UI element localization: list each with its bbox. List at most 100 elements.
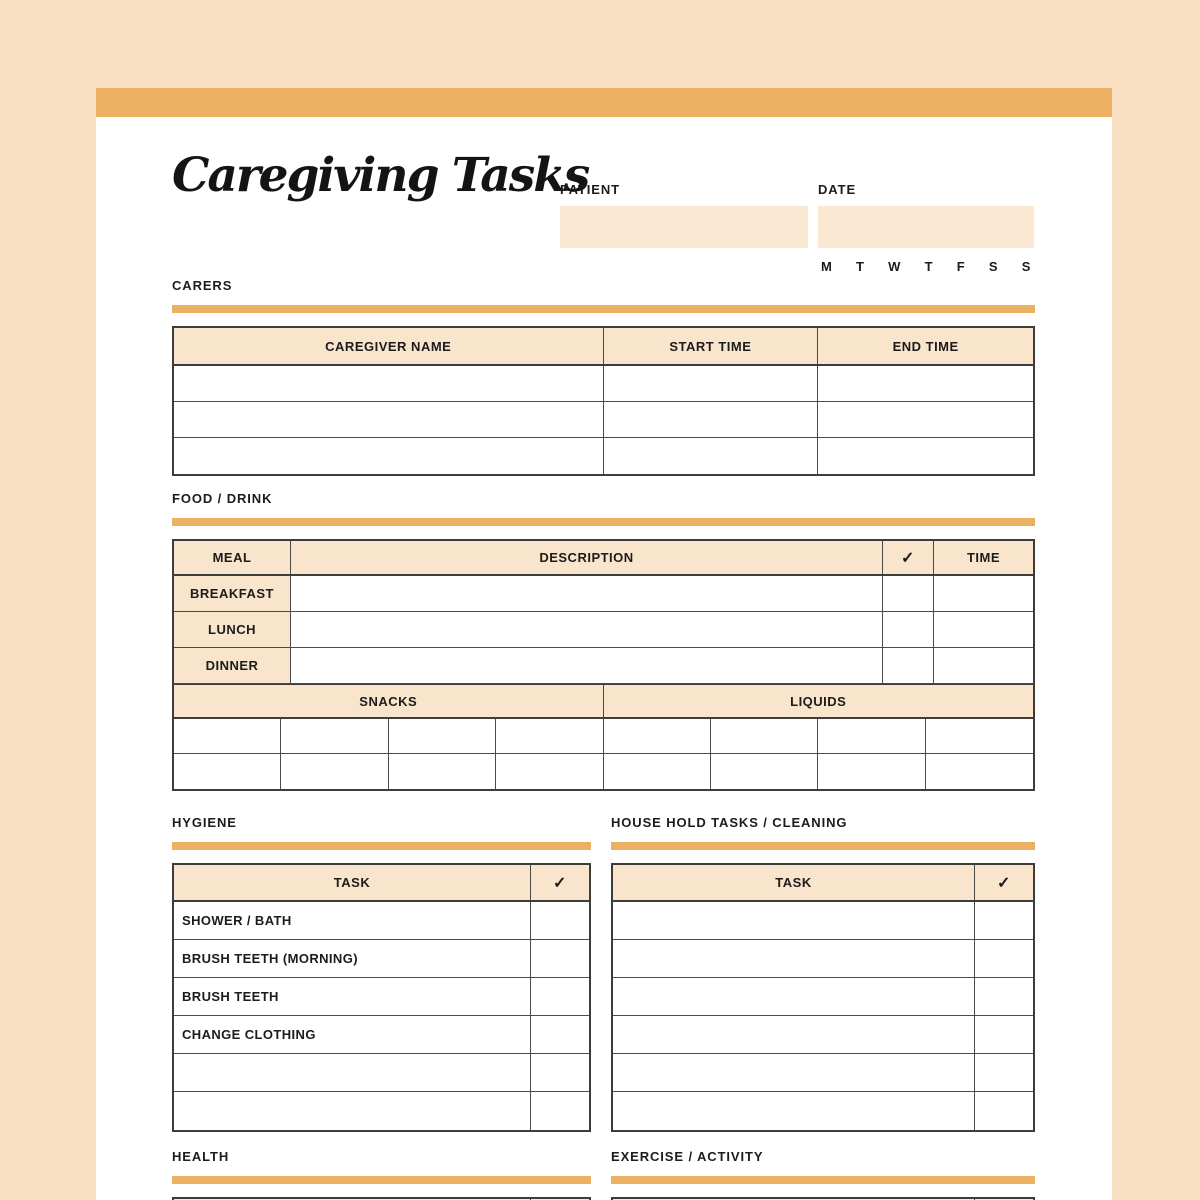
liquid-cell[interactable] — [926, 754, 1033, 789]
end-time-cell[interactable] — [818, 366, 1033, 401]
column-header-task: TASK — [613, 865, 975, 900]
section-divider — [172, 305, 1035, 313]
liquid-cell[interactable] — [711, 754, 819, 789]
start-time-cell[interactable] — [604, 402, 819, 437]
checkbox-cell[interactable] — [975, 902, 1033, 939]
time-cell[interactable] — [934, 612, 1033, 647]
weekday-sunday[interactable]: S — [1021, 259, 1031, 274]
checkbox-cell[interactable] — [883, 648, 934, 683]
description-cell[interactable] — [291, 648, 883, 683]
task-label: BRUSH TEETH (MORNING) — [174, 940, 531, 977]
task-input-cell[interactable] — [613, 1016, 975, 1053]
checkbox-cell[interactable] — [531, 940, 589, 977]
caregiver-name-cell[interactable] — [174, 366, 604, 401]
liquid-cell[interactable] — [711, 719, 819, 753]
time-cell[interactable] — [934, 576, 1033, 611]
section-divider — [172, 1176, 591, 1184]
start-time-cell[interactable] — [604, 438, 819, 474]
task-label: CHANGE CLOTHING — [174, 1016, 531, 1053]
task-row — [613, 902, 1033, 940]
task-input-cell[interactable] — [613, 940, 975, 977]
snack-cell[interactable] — [496, 754, 604, 789]
description-cell[interactable] — [291, 612, 883, 647]
snack-cell[interactable] — [389, 719, 497, 753]
liquid-cell[interactable] — [604, 754, 711, 789]
snacks-liquids-row — [174, 719, 1033, 754]
snacks-header: SNACKS — [174, 685, 604, 717]
document-header: Caregiving Tasks PATIENT DATE M T W T F … — [172, 117, 1035, 279]
column-header-task: TASK — [174, 865, 531, 900]
checkbox-cell[interactable] — [975, 1054, 1033, 1091]
bottom-two-column-section: HEALTH TASK ✓ — [172, 1150, 1035, 1200]
task-row — [613, 1054, 1033, 1092]
liquid-cell[interactable] — [926, 719, 1033, 753]
snack-cell[interactable] — [281, 754, 389, 789]
liquid-cell[interactable] — [818, 719, 926, 753]
time-cell[interactable] — [934, 648, 1033, 683]
task-label: BRUSH TEETH — [174, 978, 531, 1015]
snack-cell[interactable] — [389, 754, 497, 789]
date-field: DATE M T W T F S S — [818, 182, 1034, 274]
checkbox-cell[interactable] — [975, 1016, 1033, 1053]
checkbox-cell[interactable] — [531, 902, 589, 939]
section-label-exercise: EXERCISE / ACTIVITY — [611, 1149, 764, 1164]
section-label-carers: CARERS — [172, 278, 233, 293]
weekday-wednesday[interactable]: W — [888, 259, 901, 274]
exercise-column: EXERCISE / ACTIVITY ACTIVITY ✓ — [611, 1150, 1035, 1200]
patient-input[interactable] — [560, 206, 808, 248]
task-input-cell[interactable] — [174, 1092, 531, 1130]
checkbox-cell[interactable] — [975, 978, 1033, 1015]
section-label-health: HEALTH — [172, 1149, 230, 1164]
weekday-thursday[interactable]: T — [924, 259, 934, 274]
task-label: SHOWER / BATH — [174, 902, 531, 939]
snack-cell[interactable] — [496, 719, 604, 753]
snack-cell[interactable] — [174, 754, 282, 789]
food-drink-table: MEAL DESCRIPTION ✓ TIME BREAKFAST LUNCH … — [172, 539, 1035, 791]
snack-cell[interactable] — [174, 719, 282, 753]
task-row: BRUSH TEETH (MORNING) — [174, 940, 589, 978]
liquid-cell[interactable] — [604, 719, 711, 753]
task-row — [613, 1016, 1033, 1054]
task-row: CHANGE CLOTHING — [174, 1016, 589, 1054]
weekday-friday[interactable]: F — [956, 259, 966, 274]
weekday-row: M T W T F S S — [818, 259, 1034, 274]
checkbox-cell[interactable] — [975, 1092, 1033, 1130]
task-input-cell[interactable] — [613, 1054, 975, 1091]
health-column: HEALTH TASK ✓ — [172, 1150, 591, 1200]
meal-row-dinner: DINNER — [174, 648, 1033, 684]
weekday-saturday[interactable]: S — [988, 259, 999, 274]
column-header-end-time: END TIME — [892, 338, 959, 354]
caregiver-name-cell[interactable] — [174, 402, 604, 437]
checkbox-cell[interactable] — [531, 1092, 589, 1130]
date-input[interactable] — [818, 206, 1034, 248]
checkbox-cell[interactable] — [531, 1054, 589, 1091]
checkbox-cell[interactable] — [883, 576, 934, 611]
weekday-monday[interactable]: M — [821, 259, 833, 274]
task-input-cell[interactable] — [613, 902, 975, 939]
weekday-tuesday[interactable]: T — [856, 259, 865, 274]
hygiene-table: TASK ✓ SHOWER / BATH BRUSH TEETH (MORNIN… — [172, 863, 591, 1132]
checkbox-cell[interactable] — [883, 612, 934, 647]
snack-cell[interactable] — [281, 719, 389, 753]
task-input-cell[interactable] — [613, 1092, 975, 1130]
task-row — [174, 1054, 589, 1092]
description-cell[interactable] — [291, 576, 883, 611]
end-time-cell[interactable] — [818, 402, 1033, 437]
checkbox-cell[interactable] — [531, 1016, 589, 1053]
task-row: SHOWER / BATH — [174, 902, 589, 940]
table-row — [174, 438, 1033, 474]
task-row — [613, 940, 1033, 978]
task-input-cell[interactable] — [613, 978, 975, 1015]
liquid-cell[interactable] — [818, 754, 926, 789]
table-header-row: MEAL DESCRIPTION ✓ TIME — [174, 541, 1033, 576]
column-header-caregiver-name: CAREGIVER NAME — [174, 328, 604, 364]
meal-name: BREAKFAST — [174, 576, 291, 611]
start-time-cell[interactable] — [604, 366, 819, 401]
caregiver-name-cell[interactable] — [174, 438, 604, 474]
task-input-cell[interactable] — [174, 1054, 531, 1091]
checkbox-cell[interactable] — [531, 978, 589, 1015]
checkbox-cell[interactable] — [975, 940, 1033, 977]
column-header-checkmark-icon: ✓ — [883, 541, 934, 574]
end-time-cell[interactable] — [818, 438, 1033, 474]
meal-name: LUNCH — [174, 612, 291, 647]
